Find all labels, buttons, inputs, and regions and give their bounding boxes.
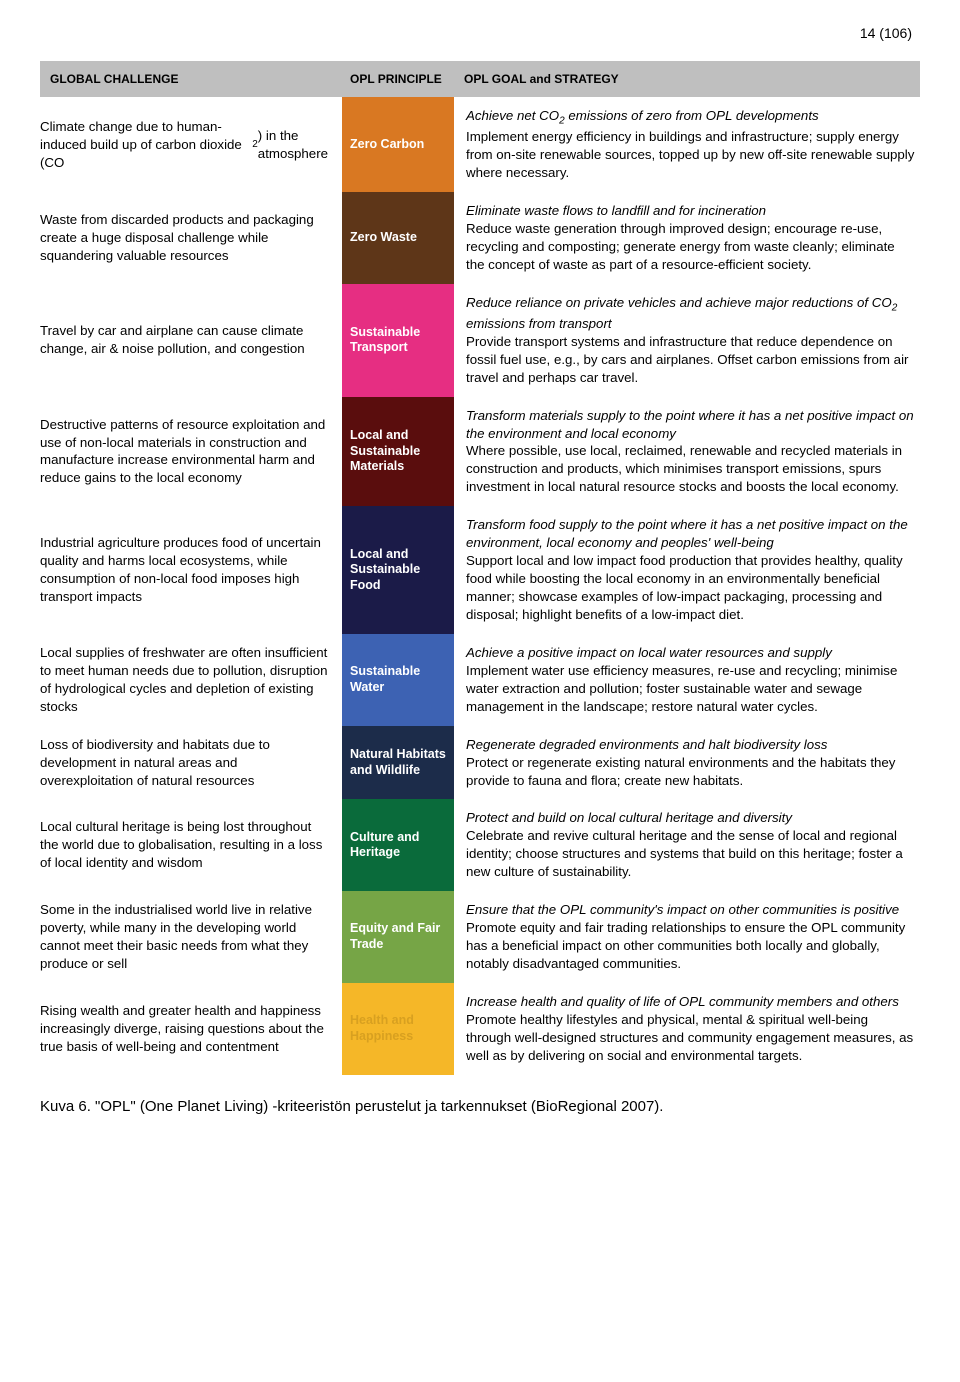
principle-cell: Equity and Fair Trade: [342, 891, 454, 983]
header-global-challenge: GLOBAL CHALLENGE: [40, 61, 342, 97]
table-row: Industrial agriculture produces food of …: [40, 506, 920, 634]
goal-cell: Ensure that the OPL community's impact o…: [454, 891, 920, 983]
challenge-cell: Waste from discarded products and packag…: [40, 192, 342, 284]
goal-heading: Reduce reliance on private vehicles and …: [466, 295, 897, 331]
challenge-cell: Local supplies of freshwater are often i…: [40, 634, 342, 726]
goal-heading: Transform materials supply to the point …: [466, 408, 914, 441]
principle-cell: Culture and Heritage: [342, 799, 454, 891]
principle-cell: Zero Waste: [342, 192, 454, 284]
goal-cell: Transform materials supply to the point …: [454, 397, 920, 507]
challenge-cell: Local cultural heritage is being lost th…: [40, 799, 342, 891]
header-opl-principle: OPL PRINCIPLE: [342, 61, 454, 97]
goal-body: Implement energy efficiency in buildings…: [466, 129, 914, 180]
goal-cell: Eliminate waste flows to landfill and fo…: [454, 192, 920, 284]
table-row: Rising wealth and greater health and hap…: [40, 983, 920, 1075]
goal-heading: Protect and build on local cultural heri…: [466, 810, 792, 825]
table-row: Loss of biodiversity and habitats due to…: [40, 726, 920, 800]
challenge-cell: Rising wealth and greater health and hap…: [40, 983, 342, 1075]
principle-cell: Zero Carbon: [342, 97, 454, 192]
table-row: Climate change due to human-induced buil…: [40, 97, 920, 192]
opl-table: GLOBAL CHALLENGE OPL PRINCIPLE OPL GOAL …: [40, 61, 920, 1075]
principle-cell: Natural Habitats and Wildlife: [342, 726, 454, 800]
table-row: Waste from discarded products and packag…: [40, 192, 920, 284]
table-row: Local cultural heritage is being lost th…: [40, 799, 920, 891]
principle-cell: Sustainable Transport: [342, 284, 454, 397]
goal-cell: Transform food supply to the point where…: [454, 506, 920, 634]
goal-heading: Regenerate degraded environments and hal…: [466, 737, 827, 752]
principle-cell: Sustainable Water: [342, 634, 454, 726]
goal-cell: Reduce reliance on private vehicles and …: [454, 284, 920, 397]
challenge-cell: Travel by car and airplane can cause cli…: [40, 284, 342, 397]
goal-heading: Transform food supply to the point where…: [466, 517, 908, 550]
goal-heading: Eliminate waste flows to landfill and fo…: [466, 203, 766, 218]
challenge-cell: Destructive patterns of resource exploit…: [40, 397, 342, 507]
goal-heading: Ensure that the OPL community's impact o…: [466, 902, 899, 917]
goal-body: Celebrate and revive cultural heritage a…: [466, 828, 903, 879]
challenge-cell: Loss of biodiversity and habitats due to…: [40, 726, 342, 800]
table-row: Travel by car and airplane can cause cli…: [40, 284, 920, 397]
goal-heading: Increase health and quality of life of O…: [466, 994, 899, 1009]
goal-cell: Increase health and quality of life of O…: [454, 983, 920, 1075]
goal-body: Reduce waste generation through improved…: [466, 221, 895, 272]
goal-cell: Regenerate degraded environments and hal…: [454, 726, 920, 800]
table-row: Destructive patterns of resource exploit…: [40, 397, 920, 507]
goal-body: Protect or regenerate existing natural e…: [466, 755, 895, 788]
goal-cell: Achieve a positive impact on local water…: [454, 634, 920, 726]
goal-body: Promote equity and fair trading relation…: [466, 920, 905, 971]
principle-cell: Local and Sustainable Food: [342, 506, 454, 634]
figure-caption: Kuva 6. "OPL" (One Planet Living) -krite…: [40, 1097, 920, 1117]
challenge-cell: Climate change due to human-induced buil…: [40, 97, 342, 192]
page-number: 14 (106): [40, 24, 920, 43]
goal-body: Where possible, use local, reclaimed, re…: [466, 443, 902, 494]
goal-heading: Achieve net CO2 emissions of zero from O…: [466, 108, 819, 123]
goal-cell: Achieve net CO2 emissions of zero from O…: [454, 97, 920, 192]
table-row: Some in the industrialised world live in…: [40, 891, 920, 983]
header-opl-goal: OPL GOAL and STRATEGY: [454, 61, 920, 97]
table-row: Local supplies of freshwater are often i…: [40, 634, 920, 726]
challenge-cell: Some in the industrialised world live in…: [40, 891, 342, 983]
goal-body: Promote healthy lifestyles and physical,…: [466, 1012, 913, 1063]
goal-body: Implement water use efficiency measures,…: [466, 663, 897, 714]
principle-cell: Health and Happiness: [342, 983, 454, 1075]
principle-cell: Local and Sustainable Materials: [342, 397, 454, 507]
goal-cell: Protect and build on local cultural heri…: [454, 799, 920, 891]
table-header-row: GLOBAL CHALLENGE OPL PRINCIPLE OPL GOAL …: [40, 61, 920, 97]
challenge-cell: Industrial agriculture produces food of …: [40, 506, 342, 634]
goal-body: Provide transport systems and infrastruc…: [466, 334, 908, 385]
goal-body: Support local and low impact food produc…: [466, 553, 903, 622]
goal-heading: Achieve a positive impact on local water…: [466, 645, 832, 660]
